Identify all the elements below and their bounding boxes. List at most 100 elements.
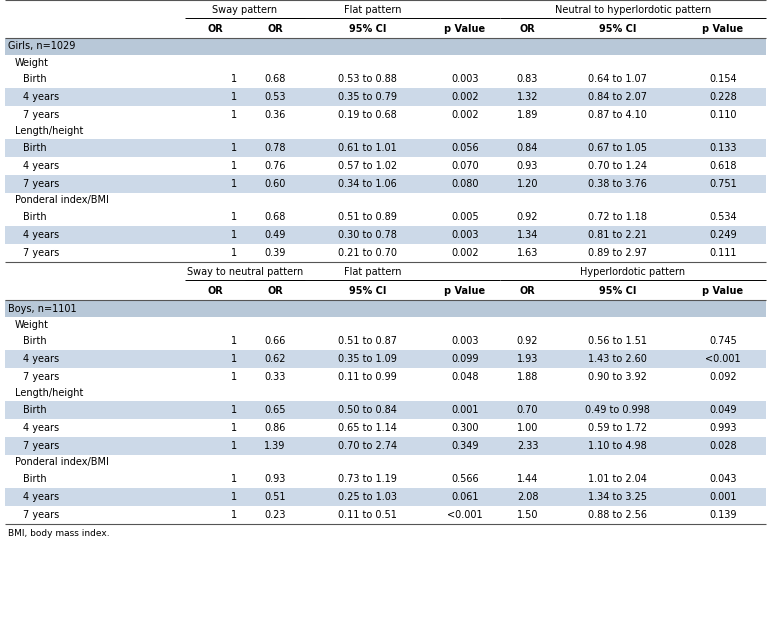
Bar xyxy=(5,332,766,350)
Text: 0.66: 0.66 xyxy=(264,336,286,346)
Text: 1: 1 xyxy=(231,212,237,222)
Text: 0.19 to 0.68: 0.19 to 0.68 xyxy=(338,110,397,120)
Bar xyxy=(5,317,766,332)
Bar xyxy=(5,88,766,106)
Text: 0.028: 0.028 xyxy=(709,441,737,451)
Text: 0.001: 0.001 xyxy=(709,492,737,502)
Bar xyxy=(5,38,766,55)
Text: 0.83: 0.83 xyxy=(517,74,538,84)
Bar xyxy=(5,175,766,193)
Text: OR: OR xyxy=(267,24,283,34)
Text: 4 years: 4 years xyxy=(23,92,59,102)
Text: 0.751: 0.751 xyxy=(709,179,737,189)
Text: 0.300: 0.300 xyxy=(451,423,479,433)
Text: 0.76: 0.76 xyxy=(264,161,286,171)
Text: 7 years: 7 years xyxy=(23,248,59,258)
Text: 0.57 to 1.02: 0.57 to 1.02 xyxy=(338,161,397,171)
Text: 1.50: 1.50 xyxy=(517,510,538,520)
Text: 1: 1 xyxy=(231,143,237,153)
Text: 1: 1 xyxy=(231,179,237,189)
Text: OR: OR xyxy=(267,286,283,296)
Text: 95% CI: 95% CI xyxy=(348,24,386,34)
Text: 1: 1 xyxy=(231,372,237,382)
Text: Sway pattern: Sway pattern xyxy=(213,5,278,15)
Text: OR: OR xyxy=(207,24,223,34)
Text: 0.133: 0.133 xyxy=(709,143,737,153)
Text: Flat pattern: Flat pattern xyxy=(344,267,401,277)
Text: 1.63: 1.63 xyxy=(517,248,538,258)
Bar xyxy=(5,350,766,368)
Text: 0.86: 0.86 xyxy=(264,423,286,433)
Bar xyxy=(5,139,766,157)
Text: Birth: Birth xyxy=(23,405,46,415)
Text: OR: OR xyxy=(520,286,535,296)
Text: 0.56 to 1.51: 0.56 to 1.51 xyxy=(588,336,647,346)
Text: Sway to neutral pattern: Sway to neutral pattern xyxy=(187,267,303,277)
Text: 0.23: 0.23 xyxy=(264,510,286,520)
Text: 0.003: 0.003 xyxy=(451,336,479,346)
Text: Flat pattern: Flat pattern xyxy=(344,5,401,15)
Text: 1.88: 1.88 xyxy=(517,372,538,382)
Text: Girls, n=1029: Girls, n=1029 xyxy=(8,41,76,52)
Bar xyxy=(5,157,766,175)
Text: <0.001: <0.001 xyxy=(705,354,741,364)
Text: 0.65: 0.65 xyxy=(264,405,286,415)
Text: Birth: Birth xyxy=(23,474,46,484)
Text: 0.51: 0.51 xyxy=(264,492,286,502)
Text: 0.84 to 2.07: 0.84 to 2.07 xyxy=(588,92,647,102)
Text: 0.056: 0.056 xyxy=(451,143,479,153)
Bar xyxy=(5,300,766,317)
Text: 0.25 to 1.03: 0.25 to 1.03 xyxy=(338,492,397,502)
Text: 0.92: 0.92 xyxy=(517,336,538,346)
Text: 1: 1 xyxy=(231,405,237,415)
Text: 0.49: 0.49 xyxy=(264,230,286,240)
Text: 0.81 to 2.21: 0.81 to 2.21 xyxy=(588,230,647,240)
Text: 0.68: 0.68 xyxy=(264,74,286,84)
Bar xyxy=(5,401,766,419)
Text: Birth: Birth xyxy=(23,143,46,153)
Text: 7 years: 7 years xyxy=(23,110,59,120)
Text: 1: 1 xyxy=(231,441,237,451)
Text: 0.53: 0.53 xyxy=(264,92,286,102)
Bar xyxy=(5,506,766,524)
Text: 95% CI: 95% CI xyxy=(599,286,636,296)
Text: 0.35 to 1.09: 0.35 to 1.09 xyxy=(338,354,397,364)
Text: 0.618: 0.618 xyxy=(709,161,737,171)
Text: 1: 1 xyxy=(231,510,237,520)
Text: 0.36: 0.36 xyxy=(264,110,286,120)
Text: 7 years: 7 years xyxy=(23,179,59,189)
Text: Birth: Birth xyxy=(23,74,46,84)
Text: 0.139: 0.139 xyxy=(709,510,737,520)
Text: 1.32: 1.32 xyxy=(517,92,538,102)
Text: 0.53 to 0.88: 0.53 to 0.88 xyxy=(338,74,397,84)
Text: OR: OR xyxy=(207,286,223,296)
Text: 0.50 to 0.84: 0.50 to 0.84 xyxy=(338,405,397,415)
Text: 0.061: 0.061 xyxy=(451,492,479,502)
Text: 0.39: 0.39 xyxy=(264,248,286,258)
Text: 0.043: 0.043 xyxy=(709,474,737,484)
Text: 0.070: 0.070 xyxy=(451,161,479,171)
Text: 1: 1 xyxy=(231,423,237,433)
Text: 1: 1 xyxy=(231,474,237,484)
Text: 0.003: 0.003 xyxy=(451,74,479,84)
Text: 0.080: 0.080 xyxy=(451,179,479,189)
Text: 95% CI: 95% CI xyxy=(348,286,386,296)
Text: p Value: p Value xyxy=(444,286,486,296)
Text: p Value: p Value xyxy=(444,24,486,34)
Text: 0.249: 0.249 xyxy=(709,230,737,240)
Bar xyxy=(5,55,766,70)
Text: 0.70 to 2.74: 0.70 to 2.74 xyxy=(338,441,397,451)
Text: 1: 1 xyxy=(231,336,237,346)
Text: 0.93: 0.93 xyxy=(517,161,538,171)
Text: 0.49 to 0.998: 0.49 to 0.998 xyxy=(585,405,650,415)
Text: 0.099: 0.099 xyxy=(451,354,479,364)
Text: OR: OR xyxy=(520,24,535,34)
Bar xyxy=(5,70,766,88)
Text: 0.38 to 3.76: 0.38 to 3.76 xyxy=(588,179,647,189)
Text: 0.002: 0.002 xyxy=(451,92,479,102)
Text: 4 years: 4 years xyxy=(23,492,59,502)
Text: 4 years: 4 years xyxy=(23,354,59,364)
Text: 1.44: 1.44 xyxy=(517,474,538,484)
Text: 0.566: 0.566 xyxy=(451,474,479,484)
Text: 0.89 to 2.97: 0.89 to 2.97 xyxy=(588,248,647,258)
